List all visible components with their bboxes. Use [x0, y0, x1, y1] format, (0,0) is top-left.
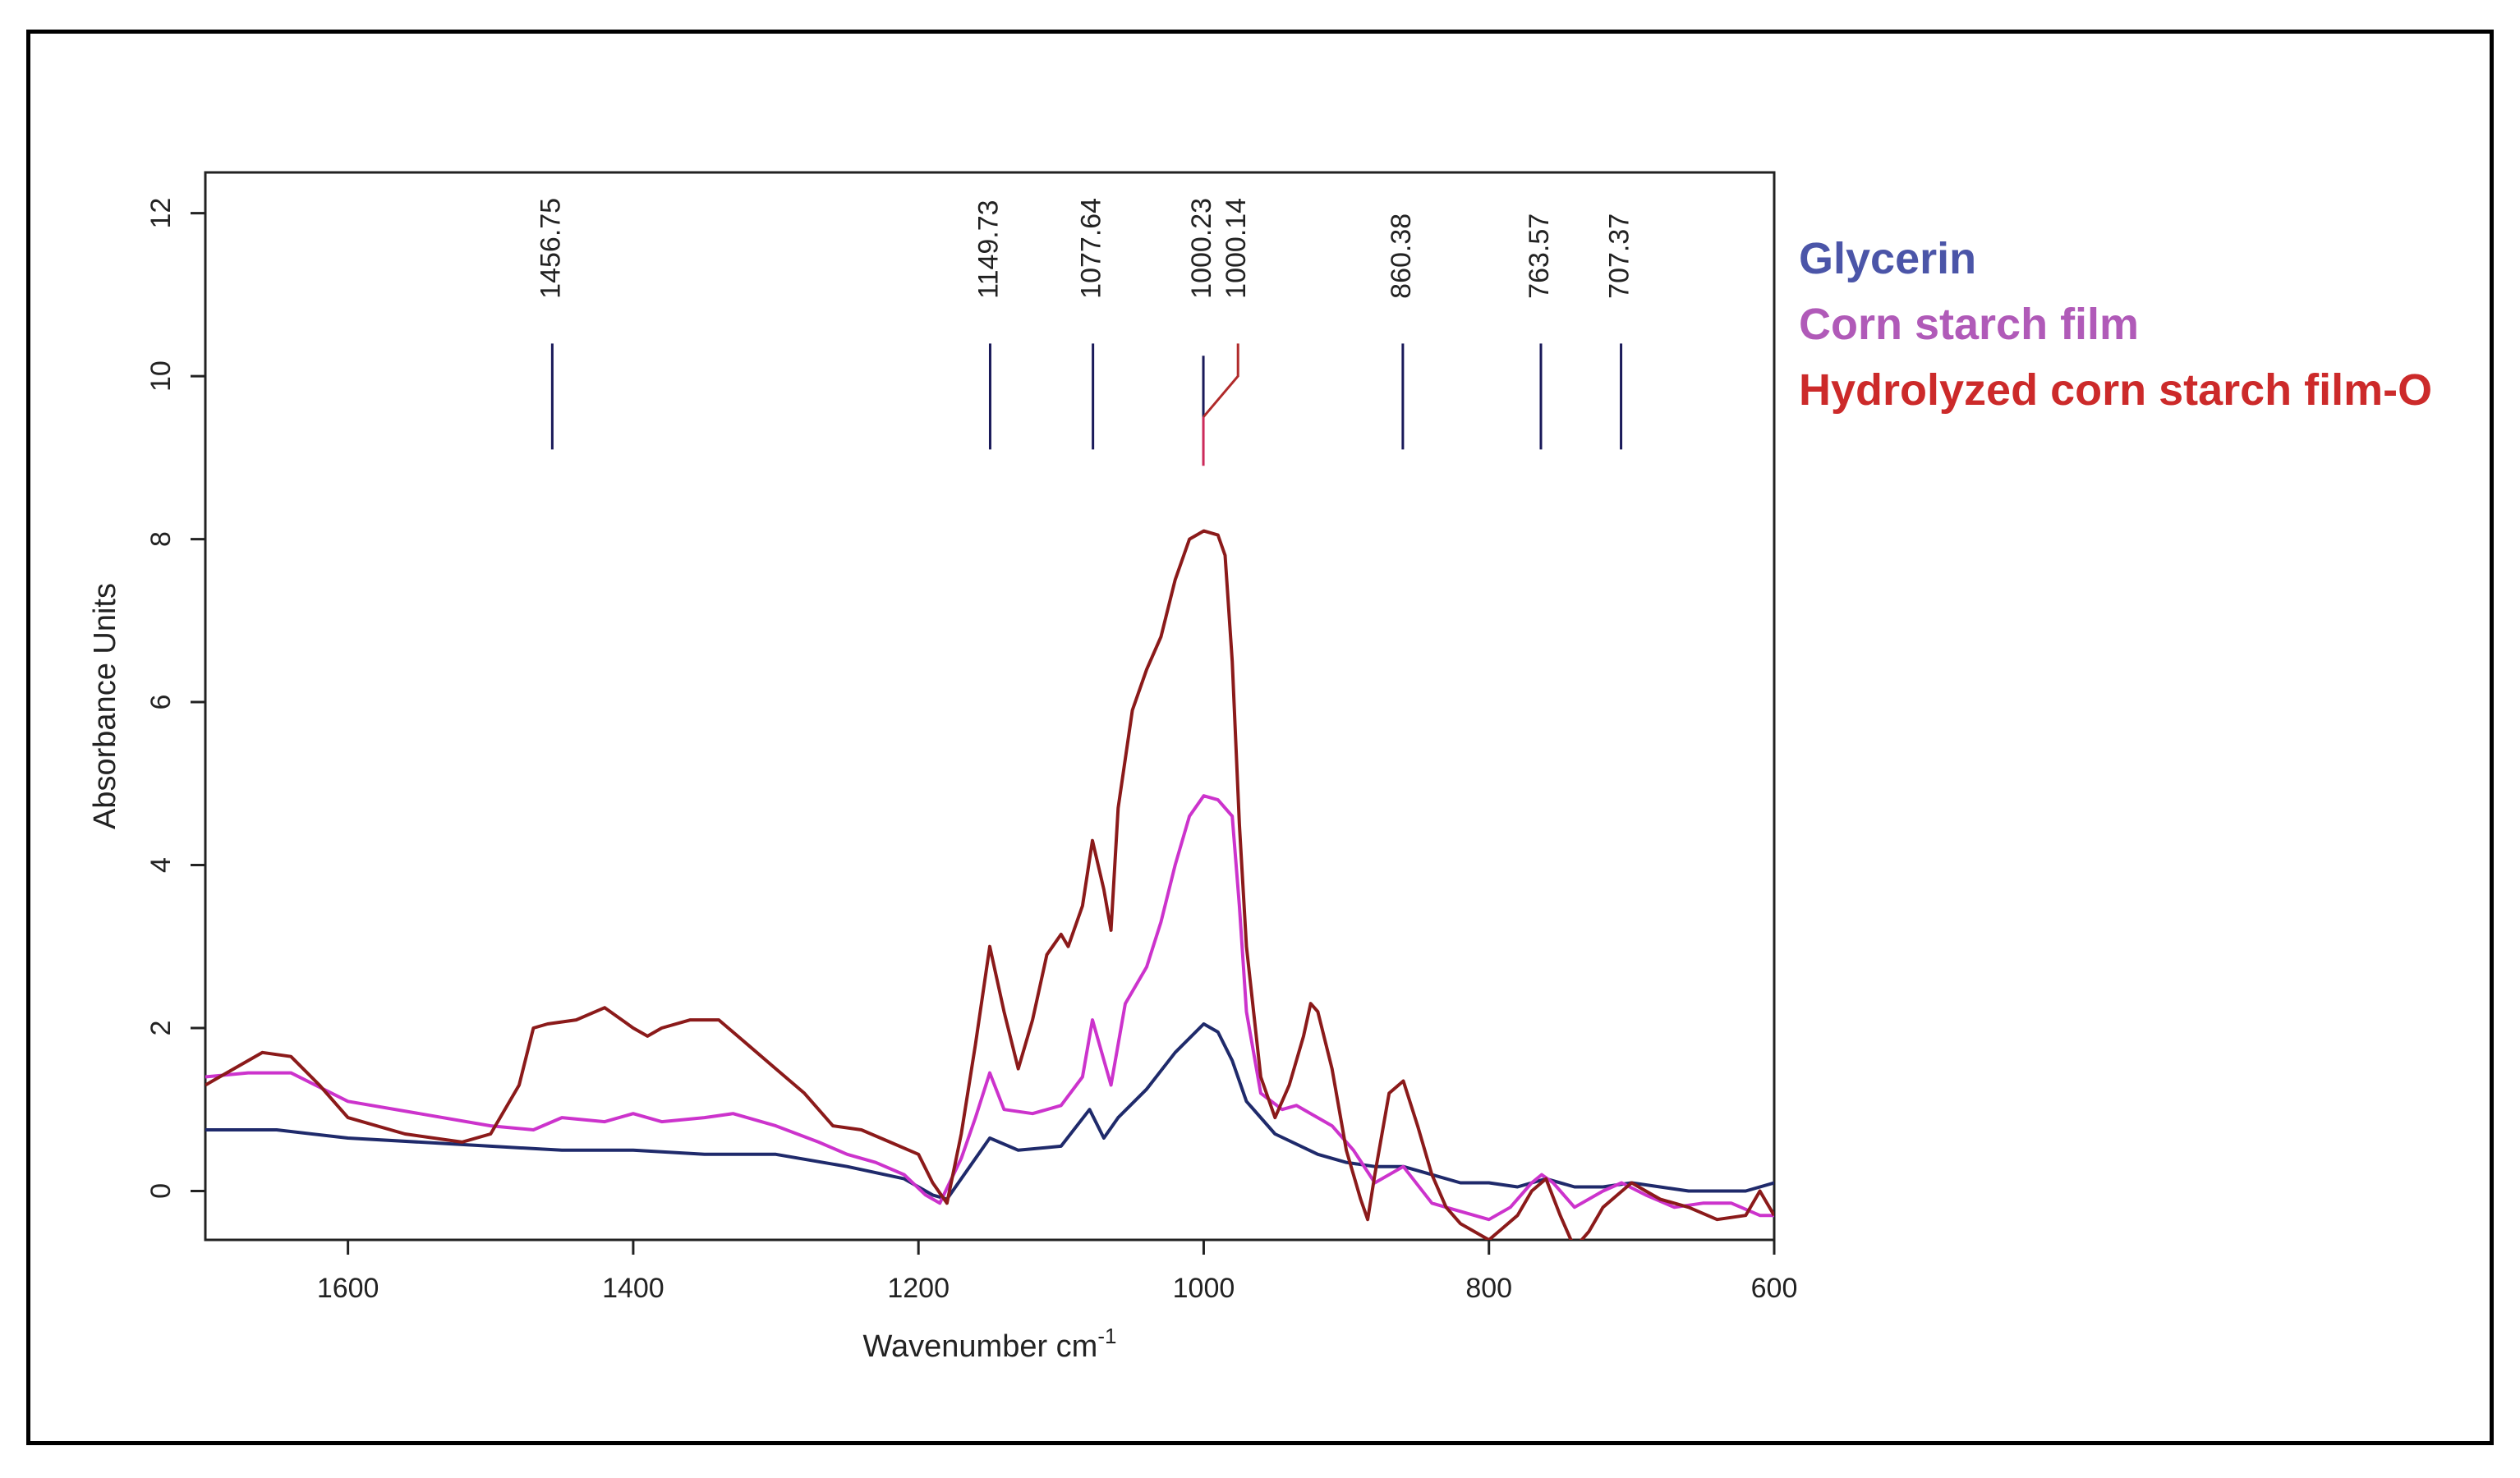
- y-tick-label: 8: [145, 531, 177, 547]
- x-tick-label: 600: [1751, 1273, 1798, 1304]
- glycerin-line: [205, 1022, 1774, 1201]
- peak-label: 1077.64: [1076, 198, 1107, 299]
- y-tick-label: 0: [145, 1183, 177, 1199]
- x-tick-label: 1200: [887, 1273, 950, 1304]
- peak-label: 1000.14: [1221, 198, 1252, 299]
- corn-starch-film-line: [205, 794, 1774, 1222]
- peak-marker-leader: [1203, 343, 1239, 418]
- y-axis-title: Absorbance Units: [88, 583, 122, 829]
- y-tick-label: 10: [145, 360, 177, 392]
- legend-glycerin: Glycerin: [1799, 234, 1976, 283]
- x-axis: 1600 1400 1200 1000 800 600: [317, 1240, 1798, 1304]
- peak-label: 763.57: [1524, 213, 1555, 299]
- x-tick-label: 1400: [602, 1273, 664, 1304]
- legend-corn-starch-film: Corn starch film: [1799, 300, 2139, 349]
- peak-label: 1000.23: [1186, 198, 1217, 299]
- series-lines: [205, 529, 1774, 1240]
- legend-hydrolyzed-corn-starch-film-o: Hydrolyzed corn starch film-O: [1799, 365, 2432, 415]
- x-axis-title: Wavenumber cm-1: [863, 1324, 1117, 1364]
- peak-label: 707.37: [1604, 213, 1635, 299]
- hydrolyzed-corn-starch-film-line: [205, 529, 1774, 1240]
- peak-markers: 1456.75 1149.73 1077.64 1000.23 1000.14 860.3…: [535, 198, 1635, 466]
- x-tick-label: 800: [1465, 1273, 1512, 1304]
- peak-label: 1149.73: [973, 200, 1004, 298]
- peak-label: 1456.75: [535, 198, 566, 299]
- y-tick-label: 2: [145, 1021, 177, 1036]
- y-tick-label: 12: [145, 198, 177, 229]
- y-tick-label: 6: [145, 695, 177, 710]
- figure-frame: [26, 30, 2494, 1445]
- peak-label: 860.38: [1386, 213, 1417, 299]
- plot-area: [204, 171, 1776, 1242]
- y-tick-label: 4: [145, 857, 177, 873]
- x-axis-title-base: Wavenumber cm: [863, 1329, 1098, 1364]
- legend: Glycerin Corn starch film Hydrolyzed cor…: [1799, 234, 2432, 415]
- y-axis: 0 2 4 6 8 10 12: [145, 198, 205, 1199]
- x-axis-title-exponent: -1: [1097, 1324, 1116, 1348]
- x-tick-label: 1000: [1173, 1273, 1235, 1304]
- x-tick-label: 1600: [317, 1273, 379, 1304]
